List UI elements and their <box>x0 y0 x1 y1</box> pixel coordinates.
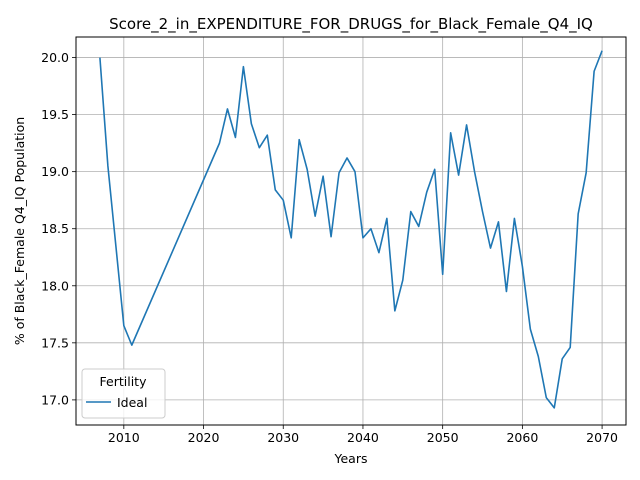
chart-title: Score_2_in_EXPENDITURE_FOR_DRUGS_for_Bla… <box>109 15 593 34</box>
y-tick-label: 18.5 <box>41 221 69 236</box>
legend: Fertility Ideal <box>81 368 166 419</box>
plot-frame <box>75 36 627 426</box>
y-axis-label: % of Black_Female Q4_IQ Population <box>12 117 27 345</box>
x-tick-label: 2030 <box>267 430 299 445</box>
legend-title: Fertility <box>100 374 148 389</box>
legend-box <box>81 368 166 419</box>
series-lines <box>99 50 603 409</box>
y-tick-label: 17.5 <box>41 335 69 350</box>
series-line-ideal <box>99 50 603 409</box>
x-tick-label: 2050 <box>427 430 459 445</box>
grid-lines <box>76 37 626 425</box>
x-tick-label: 2070 <box>586 430 618 445</box>
y-tick-label: 17.0 <box>41 392 69 407</box>
x-axis-label: Years <box>334 451 368 466</box>
y-tick-label: 20.0 <box>41 50 69 65</box>
x-tick-label: 2060 <box>506 430 538 445</box>
x-tick-label: 2020 <box>188 430 220 445</box>
x-tick-label: 2010 <box>108 430 140 445</box>
y-tick-label: 18.0 <box>41 278 69 293</box>
y-tick-label: 19.5 <box>41 107 69 122</box>
y-tick-label: 19.0 <box>41 164 69 179</box>
axis-ticks: 2010 2020 2030 2040 2050 2060 2070 17.0 17.5 18.0… <box>41 50 618 445</box>
x-tick-label: 2040 <box>347 430 379 445</box>
legend-entry-label: Ideal <box>117 395 147 410</box>
